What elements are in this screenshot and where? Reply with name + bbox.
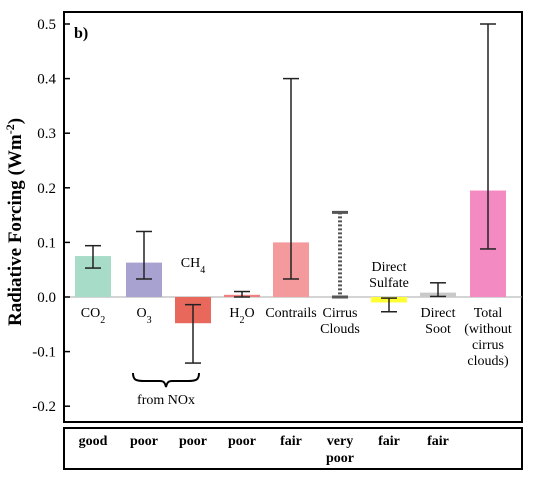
panel-label: b) <box>74 25 88 42</box>
understanding-row: good poor poor poor fair very poor fair fair <box>79 434 449 466</box>
understanding-ch4: poor <box>179 434 207 449</box>
understanding-co2: good <box>79 434 108 449</box>
y-tick-label: 0.5 <box>37 17 56 33</box>
category-label-total: Total <box>474 306 503 321</box>
category-label-sulfate: Sulfate <box>369 276 409 291</box>
category-label-h2o: H2O <box>229 306 254 326</box>
y-tick-label: 0.1 <box>37 235 56 251</box>
category-label-contrails: Contrails <box>265 306 316 321</box>
y-tick-label: -0.1 <box>32 345 56 361</box>
category-label-o3: O3 <box>136 306 151 326</box>
category-label-total: cirrus <box>472 338 504 353</box>
plot-frame <box>63 11 523 423</box>
understanding-table <box>63 427 523 470</box>
category-label-total: clouds) <box>467 354 509 369</box>
understanding-cirrus: very <box>327 434 353 449</box>
y-tick-label: 0.2 <box>37 181 56 197</box>
category-label-cirrus: Cirrus <box>323 306 358 321</box>
understanding-soot: fair <box>427 434 449 449</box>
error-bars-group <box>85 23 496 364</box>
nox-brace <box>132 372 200 388</box>
y-tick-label: 0.4 <box>37 72 56 88</box>
understanding-sulfate: fair <box>378 434 400 449</box>
understanding-h2o: poor <box>228 434 256 449</box>
category-label-total: (without <box>464 322 512 337</box>
category-label-ch4: CH4 <box>181 256 205 276</box>
category-label-cirrus: Clouds <box>320 322 360 337</box>
y-axis: 0.5 0.4 0.3 0.2 0.1 0.0 -0.1 -0.2 <box>32 17 70 415</box>
nox-group-label: from NOx <box>137 393 195 408</box>
category-label-soot: Direct <box>421 306 456 321</box>
y-axis-label: Radiative Forcing (Wm-2) <box>3 118 26 326</box>
category-label-sulfate: Direct <box>372 260 407 275</box>
category-label-co2: CO2 <box>81 306 105 326</box>
y-tick-label: 0.3 <box>37 126 56 142</box>
understanding-o3: poor <box>130 434 158 449</box>
y-tick-label: -0.2 <box>32 399 56 415</box>
y-tick-label: 0.0 <box>37 290 56 306</box>
understanding-cirrus: poor <box>326 451 354 466</box>
category-label-soot: Soot <box>425 322 451 337</box>
understanding-contrails: fair <box>280 434 302 449</box>
